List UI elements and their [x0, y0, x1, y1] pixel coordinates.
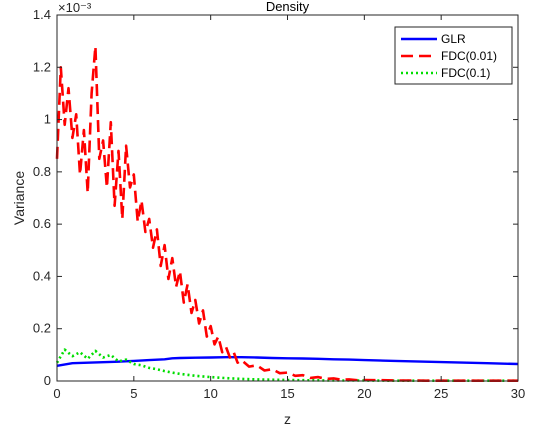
series-line-glr [56, 356, 519, 367]
ticks-layer: 0 5 10 15 20 25 30 0 0.2 0.4 0.6 0.8 1 1.2 1.4 [33, 7, 525, 401]
legend-label: FDC(0.1) [441, 66, 490, 80]
legend-label: FDC(0.01) [441, 49, 497, 63]
legend-box [394, 26, 513, 85]
y-tick-label: 1.2 [33, 59, 51, 74]
series-line-fdc-0-01 [55, 45, 518, 383]
y-tick-label: 0.4 [33, 268, 51, 283]
plot-frame [56, 14, 519, 382]
y-axis-exponent: ×10⁻³ [58, 0, 92, 15]
chart-title: Density [266, 0, 310, 14]
y-tick-label: 0 [44, 373, 51, 388]
y-tick-label: 0.2 [33, 321, 51, 336]
x-tick-label: 5 [130, 386, 137, 401]
y-tick-label: 1 [44, 112, 51, 127]
x-tick-label: 30 [511, 386, 525, 401]
x-tick-label: 15 [280, 386, 294, 401]
y-tick-label: 0.8 [33, 164, 51, 179]
y-tick-label: 1.4 [33, 7, 51, 22]
y-axis-label: Variance [11, 171, 27, 225]
x-tick-label: 0 [53, 386, 60, 401]
y-tick-label: 0.6 [33, 216, 51, 231]
x-tick-label: 20 [357, 386, 371, 401]
x-tick-label: 25 [434, 386, 448, 401]
x-tick-label: 10 [203, 386, 217, 401]
legend-label: GLR [441, 32, 466, 46]
x-axis-label: z [284, 411, 291, 427]
legend: GLR FDC(0.01) FDC(0.1) [394, 26, 513, 85]
